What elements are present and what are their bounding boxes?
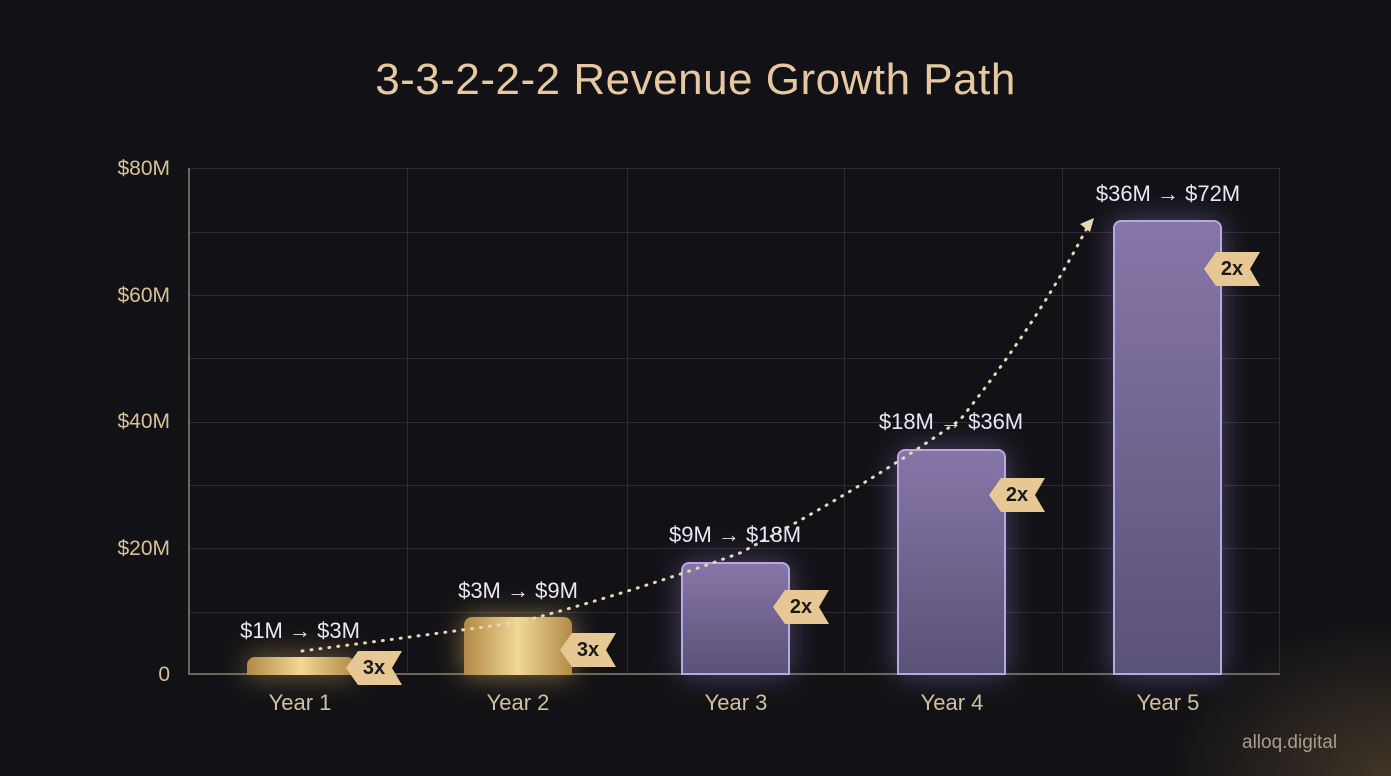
y-tick: 0 bbox=[158, 663, 170, 686]
x-tick: Year 1 bbox=[268, 690, 332, 715]
multiplier-badge: 2x bbox=[989, 478, 1045, 512]
bar-label: $1M → $3M bbox=[240, 618, 360, 643]
grid-line bbox=[188, 485, 1280, 486]
x-tick: Year 2 bbox=[486, 690, 550, 715]
chart-title: 3-3-2-2-2 Revenue Growth Path bbox=[375, 55, 1016, 104]
grid-line bbox=[1279, 168, 1280, 675]
x-tick: Year 5 bbox=[1136, 690, 1200, 715]
grid-line bbox=[188, 548, 1280, 549]
grid-line bbox=[407, 168, 408, 675]
bar-label: $9M → $18M bbox=[668, 522, 802, 547]
grid-line bbox=[627, 168, 628, 675]
x-tick: Year 3 bbox=[704, 690, 768, 715]
grid-line bbox=[844, 168, 845, 675]
y-tick: $20M bbox=[117, 537, 170, 560]
y-tick: $80M bbox=[117, 157, 170, 180]
bar-label: $36M → $72M bbox=[1095, 181, 1241, 206]
watermark: alloq.digital bbox=[1242, 732, 1338, 753]
grid-line bbox=[188, 295, 1280, 296]
grid-line bbox=[188, 358, 1280, 359]
y-tick: $40M bbox=[117, 410, 170, 433]
grid-line bbox=[1062, 168, 1063, 675]
grid-line bbox=[188, 168, 1280, 169]
grid-line bbox=[188, 232, 1280, 233]
bar-label: $3M → $9M bbox=[458, 578, 578, 603]
x-tick: Year 4 bbox=[920, 690, 984, 715]
y-tick: $60M bbox=[117, 284, 170, 307]
grid-line bbox=[188, 422, 1280, 423]
bar-year-5 bbox=[1113, 220, 1222, 675]
bar-year-1 bbox=[247, 657, 355, 675]
bar-label: $18M → $36M bbox=[878, 409, 1024, 434]
bar-year-4 bbox=[897, 449, 1006, 675]
